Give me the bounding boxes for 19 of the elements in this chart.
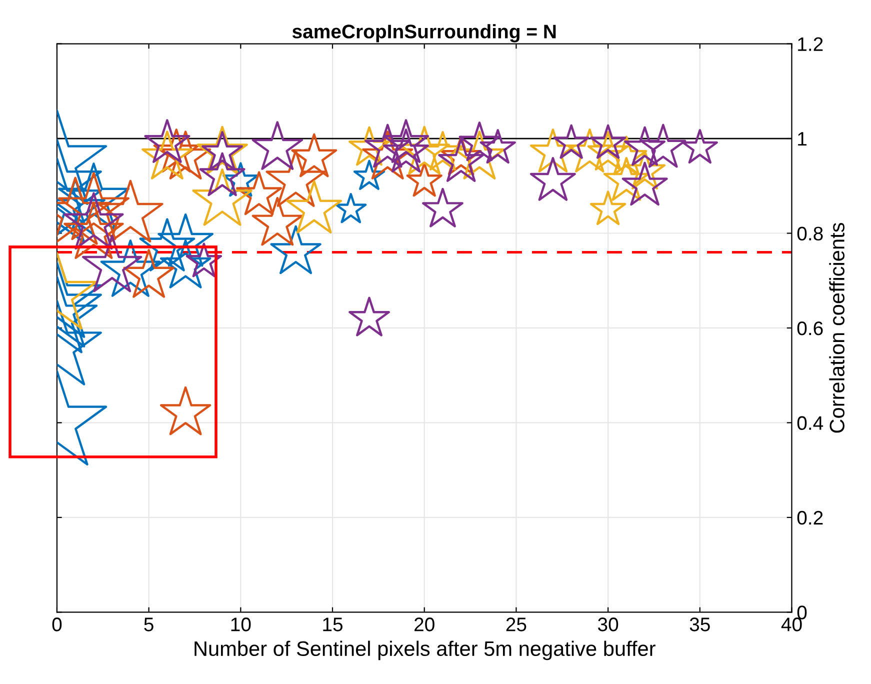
x-tick-label: 40 [781,618,802,632]
x-tick-label: 20 [414,618,434,632]
y-tick-label: 0.6 [797,321,823,336]
y-tick-label: 0 [797,606,807,620]
x-tick-label: 10 [231,618,251,632]
y-tick-label: 1.2 [798,37,823,51]
y-tick-label: 0.8 [797,226,823,240]
y-tick-label: 0.2 [797,510,823,525]
x-tick-label: 15 [323,618,343,632]
x-tick-label: 25 [506,618,526,632]
y-tick-label: 1 [798,132,806,146]
x-axis-title: Number of Sentinel pixels after 5m negative buffer [194,640,656,660]
x-tick-label: 5 [144,618,154,632]
chart-title: sameCropInSurrounding = N [292,24,556,42]
x-tick-label: 35 [690,618,710,632]
y-tick-label: 0.4 [797,416,824,430]
x-tick-label: 30 [598,618,618,632]
y-axis-title: Correlation coefficients [829,222,844,433]
x-tick-label: 0 [52,618,62,632]
